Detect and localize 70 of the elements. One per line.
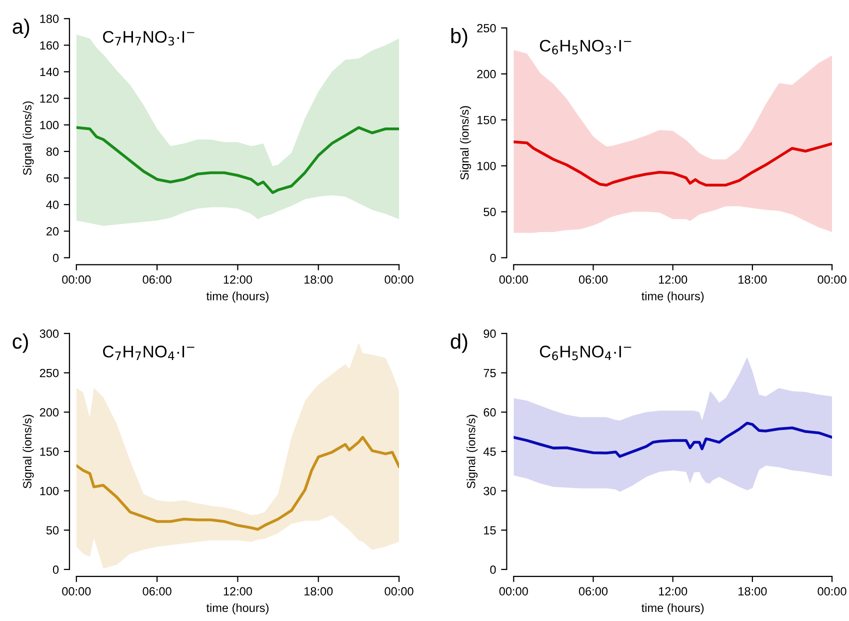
y-tick-label: 0: [490, 565, 496, 574]
y-axis-title: Signal (ions/s): [460, 106, 472, 180]
x-tick-label: 00:00: [818, 275, 846, 284]
x-tick-label: 00:00: [384, 587, 414, 596]
x-tick-label: 00:00: [62, 275, 91, 284]
x-tick-label: 12:00: [224, 587, 252, 596]
x-tick-label: 06:00: [578, 275, 608, 284]
x-tick-label: 06:00: [578, 587, 608, 596]
text: a): [12, 18, 30, 38]
y-tick-label: 90: [484, 330, 496, 338]
x-tick-label: 00:00: [818, 587, 846, 596]
x-axis-title: time (hours): [642, 292, 704, 303]
x-tick-label: 18:00: [304, 275, 333, 284]
line-series: [514, 422, 832, 458]
x-tick-label: 12:00: [658, 587, 688, 596]
text: c): [12, 333, 28, 353]
y-tick-label: 150: [40, 448, 59, 456]
y-tick-label: 0: [490, 254, 496, 262]
text: b): [451, 28, 468, 48]
x-tick-label: 00:00: [62, 587, 91, 596]
line-series: [514, 140, 832, 186]
x-tick-label: 00:00: [384, 275, 414, 284]
x-tick-label: 18:00: [738, 587, 767, 596]
y-tick-label: 0: [52, 565, 59, 574]
y-tick-label: 120: [40, 94, 59, 103]
x-axis-title: time (hours): [206, 292, 268, 303]
line-series: [76, 126, 400, 194]
y-tick-label: 300: [40, 330, 59, 338]
y-tick-label: 100: [40, 120, 59, 130]
y-tick-label: 160: [40, 41, 59, 50]
text: C$_{7}$H$_{7}$NO$_{3}$·I$^{−}$: [103, 30, 194, 46]
y-axis-title: Signal (ions/s): [22, 102, 34, 176]
text: C$_{6}$H$_{5}$NO$_{3}$·I$^{−}$: [540, 40, 632, 54]
x-axis-title: time (hours): [642, 603, 704, 614]
y-tick-label: 30: [484, 486, 496, 496]
y-tick-label: 45: [483, 448, 496, 456]
y-tick-label: 200: [40, 408, 59, 417]
y-tick-label: 100: [40, 486, 59, 496]
x-tick-label: 00:00: [499, 275, 528, 284]
y-tick-label: 180: [40, 14, 59, 24]
y-tick-label: 40: [46, 200, 59, 209]
y-tick-label: 150: [477, 116, 496, 124]
text: d): [450, 333, 468, 353]
y-tick-label: 250: [40, 368, 59, 378]
y-tick-label: 80: [46, 147, 59, 156]
x-tick-label: 12:00: [658, 275, 688, 284]
y-tick-label: 140: [40, 68, 59, 76]
x-tick-label: 18:00: [738, 275, 767, 284]
line-series: [76, 436, 400, 531]
y-tick-label: 0: [52, 254, 59, 262]
y-tick-label: 20: [46, 227, 59, 236]
y-tick-label: 100: [477, 162, 496, 170]
y-tick-label: 250: [477, 24, 496, 32]
text: C$_{7}$H$_{7}$NO$_{4}$·I$^{−}$: [103, 346, 194, 360]
x-axis-title: time (hours): [206, 603, 268, 614]
y-tick-label: 60: [484, 408, 496, 417]
y-tick-label: 60: [46, 174, 59, 182]
y-tick-label: 50: [46, 526, 59, 535]
text: C$_{6}$H$_{5}$NO$_{4}$·I$^{−}$: [540, 346, 632, 360]
x-tick-label: 06:00: [142, 275, 172, 284]
x-tick-label: 06:00: [142, 587, 172, 596]
y-axis-title: Signal (ions/s): [466, 414, 478, 488]
y-tick-label: 200: [477, 70, 496, 78]
y-axis-title: Signal (ions/s): [22, 414, 34, 488]
y-tick-label: 15: [484, 526, 496, 535]
y-tick-label: 75: [484, 368, 496, 378]
x-tick-label: 12:00: [224, 275, 252, 284]
y-tick-label: 50: [484, 208, 496, 216]
x-tick-label: 00:00: [499, 587, 528, 596]
x-tick-label: 18:00: [304, 587, 333, 596]
